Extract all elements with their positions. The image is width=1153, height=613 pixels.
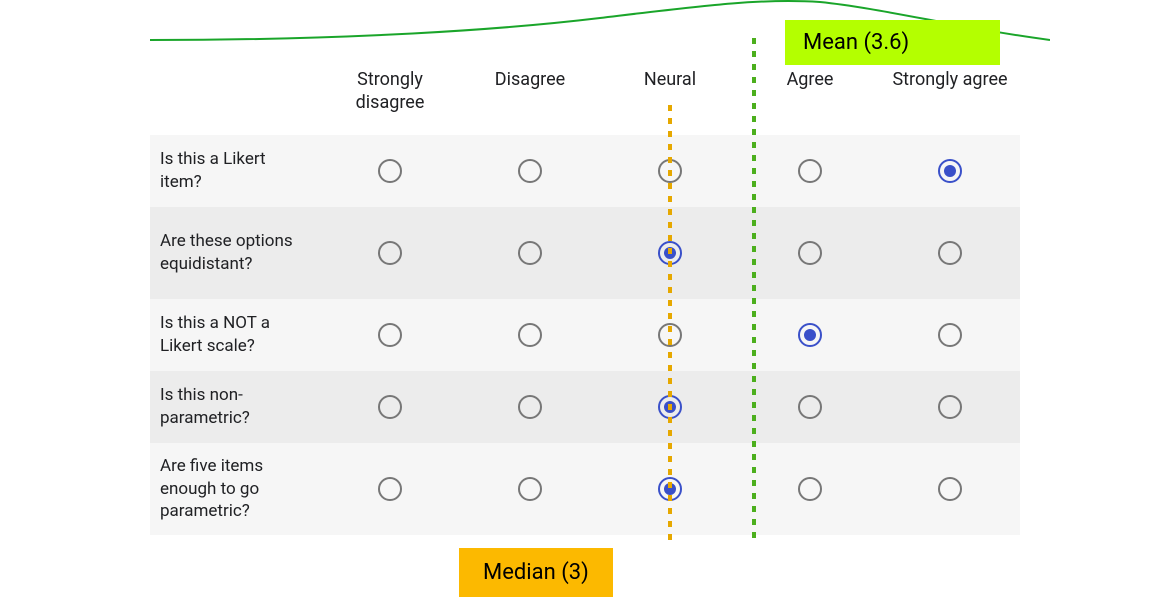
radio-agree[interactable] <box>798 159 822 183</box>
table-row: Is this non-parametric? <box>150 371 1020 443</box>
header-neural: Neural <box>600 68 740 91</box>
option-cell <box>600 299 740 371</box>
likert-table: Strongly disagree Disagree Neural Agree Stro… <box>150 60 1020 535</box>
question-text: Is this a Likert item? <box>150 135 320 207</box>
option-cell <box>880 371 1020 443</box>
header-label: Neural <box>640 68 700 91</box>
option-cell <box>460 299 600 371</box>
header-label: Disagree <box>491 68 569 91</box>
option-cell <box>880 135 1020 207</box>
mean-callout: Mean (3.6) <box>785 20 1000 65</box>
option-cell <box>320 135 460 207</box>
radio-disagree[interactable] <box>518 159 542 183</box>
option-cell <box>460 443 600 535</box>
radio-strongly_disagree[interactable] <box>378 323 402 347</box>
option-cell <box>320 443 460 535</box>
option-cell <box>600 371 740 443</box>
radio-strongly_agree[interactable] <box>938 159 962 183</box>
radio-disagree[interactable] <box>518 241 542 265</box>
option-cell <box>740 135 880 207</box>
radio-neural[interactable] <box>658 323 682 347</box>
table-row: Are five items enough to go parametric? <box>150 443 1020 535</box>
option-cell <box>740 443 880 535</box>
radio-neural[interactable] <box>658 159 682 183</box>
radio-agree[interactable] <box>798 323 822 347</box>
radio-strongly_disagree[interactable] <box>378 241 402 265</box>
option-cell <box>600 443 740 535</box>
option-cell <box>460 207 600 299</box>
table-row: Are these options equidistant? <box>150 207 1020 299</box>
header-agree: Agree <box>740 68 880 91</box>
radio-agree[interactable] <box>798 241 822 265</box>
header-label: Agree <box>783 68 838 91</box>
option-cell <box>320 207 460 299</box>
option-cell <box>740 371 880 443</box>
option-cell <box>880 299 1020 371</box>
option-cell <box>600 135 740 207</box>
question-text: Are these options equidistant? <box>150 207 320 299</box>
radio-neural[interactable] <box>658 477 682 501</box>
table-header-row: Strongly disagree Disagree Neural Agree Stro… <box>150 60 1020 135</box>
header-label: Strongly disagree <box>320 68 460 115</box>
option-cell <box>320 371 460 443</box>
option-cell <box>320 299 460 371</box>
radio-strongly_disagree[interactable] <box>378 395 402 419</box>
header-strongly_disagree: Strongly disagree <box>320 68 460 115</box>
radio-strongly_agree[interactable] <box>938 241 962 265</box>
option-cell <box>740 207 880 299</box>
option-cell <box>460 371 600 443</box>
option-cell <box>460 135 600 207</box>
radio-agree[interactable] <box>798 477 822 501</box>
radio-strongly_agree[interactable] <box>938 395 962 419</box>
question-text: Are five items enough to go parametric? <box>150 443 320 535</box>
radio-agree[interactable] <box>798 395 822 419</box>
radio-disagree[interactable] <box>518 323 542 347</box>
radio-neural[interactable] <box>658 395 682 419</box>
radio-strongly_agree[interactable] <box>938 477 962 501</box>
header-strongly_agree: Strongly agree <box>880 68 1020 91</box>
table-row: Is this a NOT a Likert scale? <box>150 299 1020 371</box>
question-text: Is this a NOT a Likert scale? <box>150 299 320 371</box>
question-text: Is this non-parametric? <box>150 371 320 443</box>
radio-neural[interactable] <box>658 241 682 265</box>
radio-disagree[interactable] <box>518 395 542 419</box>
option-cell <box>880 443 1020 535</box>
option-cell <box>600 207 740 299</box>
option-cell <box>740 299 880 371</box>
radio-strongly_disagree[interactable] <box>378 477 402 501</box>
header-disagree: Disagree <box>460 68 600 91</box>
radio-disagree[interactable] <box>518 477 542 501</box>
radio-strongly_disagree[interactable] <box>378 159 402 183</box>
radio-strongly_agree[interactable] <box>938 323 962 347</box>
option-cell <box>880 207 1020 299</box>
median-callout: Median (3) <box>459 548 613 597</box>
table-row: Is this a Likert item? <box>150 135 1020 207</box>
header-label: Strongly agree <box>888 68 1011 91</box>
